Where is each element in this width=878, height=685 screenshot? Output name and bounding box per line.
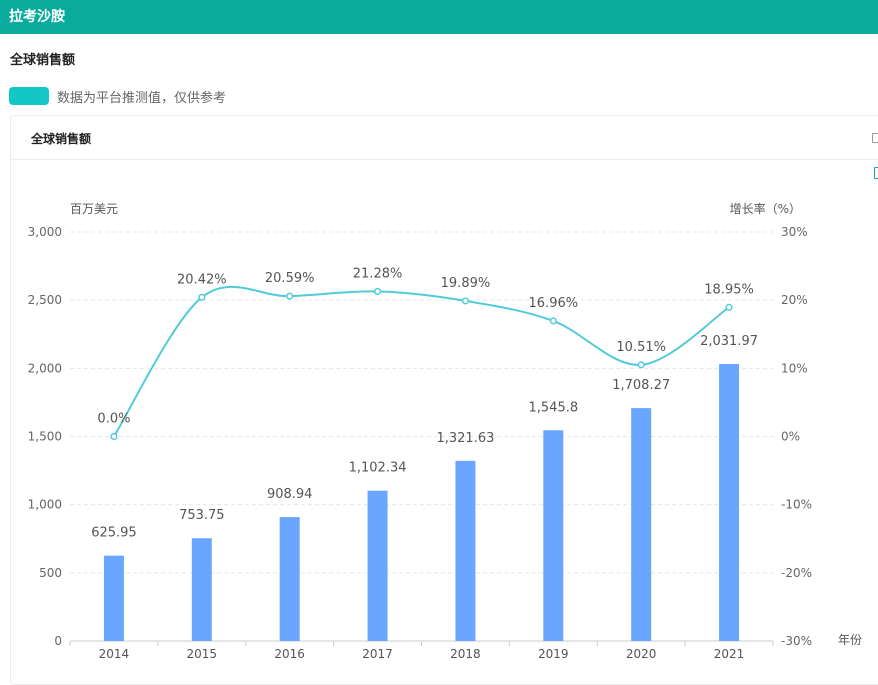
growth-value-label: 20.42%: [177, 272, 227, 287]
bar: [631, 408, 652, 641]
x-tick-label: 2021: [714, 647, 745, 661]
x-tick-label: 2018: [450, 647, 481, 661]
growth-point: [549, 317, 557, 325]
growth-value-label: 16.96%: [529, 296, 579, 311]
bar-value-label: 2,031.97: [700, 334, 758, 349]
bar-value-label: 625.95: [91, 526, 137, 541]
bar-value-label: 1,708.27: [612, 378, 670, 393]
y-right-axis-title: 增长率（%）: [730, 201, 801, 216]
y-right-tick-label: 10%: [781, 361, 808, 375]
growth-point: [286, 292, 294, 300]
card-header: 全球销售额: [11, 116, 878, 160]
estimate-notice: 数据为平台推测值，仅供参考: [9, 86, 226, 106]
y-left-tick-label: 2,000: [28, 361, 62, 375]
bar-value-label: 1,545.8: [529, 400, 579, 415]
growth-value-label: 19.89%: [441, 276, 491, 291]
notice-badge: [9, 87, 49, 105]
x-axis-title: 年份: [838, 633, 862, 647]
section-title: 全球销售额: [10, 53, 76, 68]
x-tick-label: 2015: [187, 647, 218, 661]
growth-point: [374, 287, 382, 295]
bar-value-label: 1,102.34: [349, 461, 407, 476]
growth-point: [198, 293, 206, 301]
y-right-tick-label: -10%: [781, 498, 812, 512]
y-left-tick-label: 3,000: [28, 225, 62, 239]
growth-point: [461, 297, 469, 305]
legend-toggle-icon[interactable]: [874, 167, 878, 179]
bar: [455, 460, 476, 641]
y-left-tick-label: 1,500: [28, 430, 62, 444]
growth-value-label: 10.51%: [616, 340, 666, 355]
growth-value-label: 18.95%: [704, 282, 754, 297]
x-tick-label: 2020: [626, 647, 657, 661]
bar-value-label: 753.75: [179, 508, 225, 523]
growth-point: [110, 432, 118, 441]
bar: [543, 430, 564, 641]
y-right-tick-label: -30%: [781, 634, 812, 648]
app-title-bar: 拉考沙胺: [0, 0, 878, 34]
bar: [103, 555, 124, 641]
y-right-tick-label: 30%: [781, 225, 808, 239]
y-left-tick-label: 1,000: [28, 498, 62, 512]
bar: [279, 517, 300, 641]
notice-text: 数据为平台推测值，仅供参考: [57, 90, 227, 106]
growth-value-label: 0.0%: [97, 412, 130, 427]
y-right-tick-label: 0%: [781, 430, 800, 444]
growth-value-label: 20.59%: [265, 271, 315, 286]
x-tick-label: 2019: [538, 647, 569, 661]
y-right-tick-label: 20%: [781, 293, 808, 307]
bar-value-label: 908.94: [267, 487, 313, 502]
bar-value-label: 1,321.63: [436, 431, 494, 446]
export-icon[interactable]: [872, 133, 878, 143]
x-tick-label: 2017: [362, 647, 393, 661]
x-tick-label: 2016: [274, 647, 305, 661]
card-title: 全球销售额: [31, 132, 92, 146]
x-tick-label: 2014: [99, 647, 130, 661]
y-left-tick-label: 0: [54, 634, 62, 648]
growth-value-label: 21.28%: [353, 266, 403, 281]
y-left-axis-title: 百万美元: [70, 202, 118, 216]
y-left-tick-label: 500: [39, 566, 62, 580]
y-right-tick-label: -20%: [781, 566, 812, 580]
y-left-tick-label: 2,500: [28, 293, 62, 307]
growth-point: [637, 361, 645, 369]
growth-point: [725, 303, 733, 311]
bar: [367, 490, 388, 641]
bar: [719, 363, 740, 641]
bar: [191, 538, 212, 641]
app-title: 拉考沙胺: [9, 9, 65, 25]
sales-chart: 0 500 1,000 1,500 2,000 2,500 3,000 -30% -20% -10…: [28, 201, 862, 661]
